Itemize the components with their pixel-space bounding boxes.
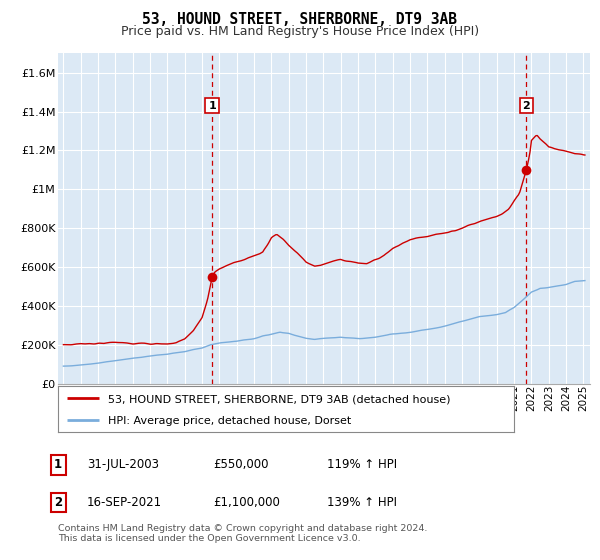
Text: 2: 2 [523,101,530,111]
Text: £1,100,000: £1,100,000 [213,496,280,509]
Text: 53, HOUND STREET, SHERBORNE, DT9 3AB: 53, HOUND STREET, SHERBORNE, DT9 3AB [143,12,458,27]
Text: HPI: Average price, detached house, Dorset: HPI: Average price, detached house, Dors… [109,416,352,426]
Text: 2: 2 [54,496,62,509]
Text: Contains HM Land Registry data © Crown copyright and database right 2024.
This d: Contains HM Land Registry data © Crown c… [58,524,428,543]
Text: Price paid vs. HM Land Registry's House Price Index (HPI): Price paid vs. HM Land Registry's House … [121,25,479,38]
Text: 139% ↑ HPI: 139% ↑ HPI [327,496,397,509]
Text: 1: 1 [208,101,216,111]
Text: 16-SEP-2021: 16-SEP-2021 [87,496,162,509]
Text: 119% ↑ HPI: 119% ↑ HPI [327,458,397,472]
Text: 1: 1 [54,458,62,472]
Text: 31-JUL-2003: 31-JUL-2003 [87,458,159,472]
Text: £550,000: £550,000 [213,458,269,472]
Text: 53, HOUND STREET, SHERBORNE, DT9 3AB (detached house): 53, HOUND STREET, SHERBORNE, DT9 3AB (de… [109,394,451,404]
